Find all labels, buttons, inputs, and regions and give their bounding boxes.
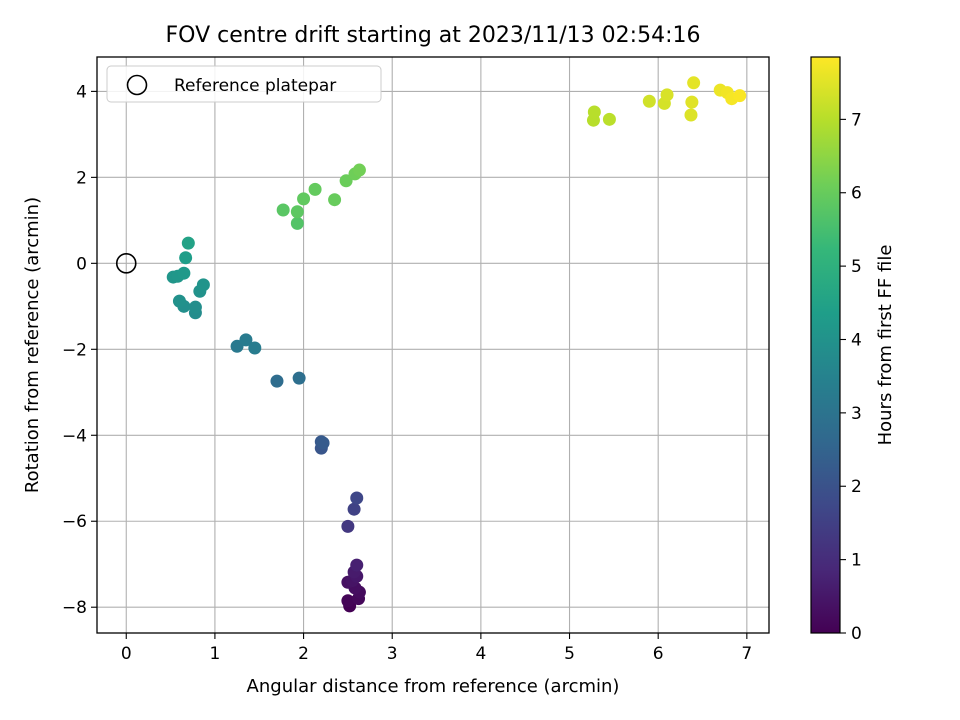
data-point [341, 594, 355, 608]
colorbar-tick-label: 5 [851, 257, 862, 277]
data-point [587, 105, 601, 119]
y-tick-label: 4 [76, 82, 87, 102]
data-point [660, 88, 674, 102]
data-point [642, 94, 656, 108]
data-point [685, 95, 699, 109]
data-point [339, 174, 353, 188]
colorbar-label: Hours from first FF file [875, 245, 896, 446]
y-tick-label: 0 [76, 254, 87, 274]
data-point [188, 300, 202, 314]
colorbar-tick-label: 7 [851, 110, 862, 130]
x-tick-label: 2 [298, 644, 309, 664]
y-tick-label: −4 [62, 426, 87, 446]
data-point [172, 294, 186, 308]
data-point [181, 236, 195, 250]
x-axis-label: Angular distance from reference (arcmin) [247, 676, 620, 697]
colorbar-tick-label: 3 [851, 404, 862, 424]
data-point [239, 333, 253, 347]
colorbar-tick-label: 4 [851, 330, 862, 350]
data-point [350, 558, 364, 572]
data-point [248, 341, 262, 355]
plot-area [96, 56, 770, 634]
x-tick-label: 0 [121, 644, 132, 664]
x-tick-label: 4 [475, 644, 486, 664]
legend: Reference platepar [106, 65, 382, 103]
colorbar-frame [810, 56, 841, 634]
plot-background [97, 57, 769, 633]
data-point [179, 251, 193, 265]
colorbar: 0 1 2 3 4 5 6 7 Hours from first FF file [810, 56, 896, 644]
colorbar-gradient [811, 57, 840, 633]
y-tick-label: −8 [62, 598, 87, 618]
data-point [350, 491, 364, 505]
data-point [177, 266, 191, 280]
data-point [292, 371, 306, 385]
colorbar-tick-label: 2 [851, 477, 862, 497]
colorbar-tick-label: 0 [851, 624, 862, 644]
colorbar-tick-label: 6 [851, 184, 862, 204]
data-point [316, 436, 330, 450]
reference-platepar-marker [115, 253, 137, 274]
x-tick-label: 3 [387, 644, 398, 664]
data-point [347, 502, 361, 516]
data-point [684, 108, 698, 122]
data-point [328, 193, 342, 207]
data-point [733, 89, 747, 103]
y-axis-ticks: −8 −6 −4 −2 0 2 4 [62, 82, 97, 618]
y-tick-label: −2 [62, 340, 87, 360]
colorbar-tick-label: 1 [851, 551, 862, 571]
data-point [297, 192, 311, 206]
plot-frame [96, 56, 770, 634]
x-tick-label: 1 [209, 644, 220, 664]
x-tick-label: 6 [653, 644, 664, 664]
y-axis-label: Rotation from reference (arcmin) [22, 197, 43, 493]
x-tick-label: 7 [741, 644, 752, 664]
colorbar-ticks: 0 1 2 3 4 5 6 7 [840, 110, 862, 644]
data-point [341, 519, 355, 533]
x-tick-label: 5 [564, 644, 575, 664]
legend-entry: Reference platepar [174, 76, 336, 96]
y-tick-label: 2 [76, 168, 87, 188]
data-point [290, 205, 304, 219]
x-axis-ticks: 0 1 2 3 4 5 6 7 [121, 633, 752, 664]
grid [97, 57, 769, 633]
data-point [308, 182, 322, 196]
y-tick-label: −6 [62, 512, 87, 532]
data-point [290, 216, 304, 230]
data-points [166, 76, 747, 613]
legend-box [106, 65, 382, 103]
legend-marker-icon [126, 74, 148, 96]
data-point [276, 203, 290, 217]
data-point [352, 163, 366, 177]
data-point [602, 112, 616, 126]
data-point [687, 76, 701, 90]
chart-title: FOV centre drift starting at 2023/11/13 … [166, 23, 701, 48]
data-point [196, 278, 210, 292]
data-point [270, 374, 284, 388]
